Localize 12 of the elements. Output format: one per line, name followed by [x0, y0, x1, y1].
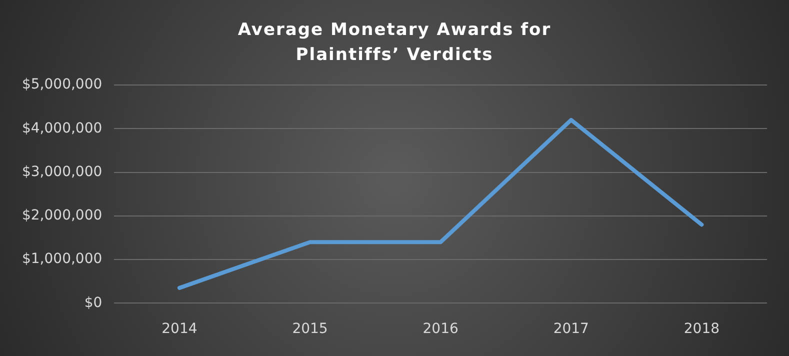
x-tick-label: 2017	[553, 321, 589, 338]
y-tick-label: $0	[84, 294, 102, 311]
x-tick-label: 2018	[684, 321, 720, 338]
chart-title: Average Monetary Awards for Plaintiffs’ Verdicts	[236, 19, 552, 67]
x-tick-label: 2016	[422, 321, 458, 338]
y-tick-label: $5,000,000	[22, 76, 102, 93]
x-tick-label: 2014	[162, 321, 198, 338]
y-tick-label: $4,000,000	[22, 120, 102, 136]
y-tick-label: $2,000,000	[22, 208, 102, 224]
x-tick-label: 2015	[292, 321, 328, 338]
y-tick-label: $3,000,000	[22, 164, 102, 180]
y-tick-label: $1,000,000	[22, 251, 102, 268]
